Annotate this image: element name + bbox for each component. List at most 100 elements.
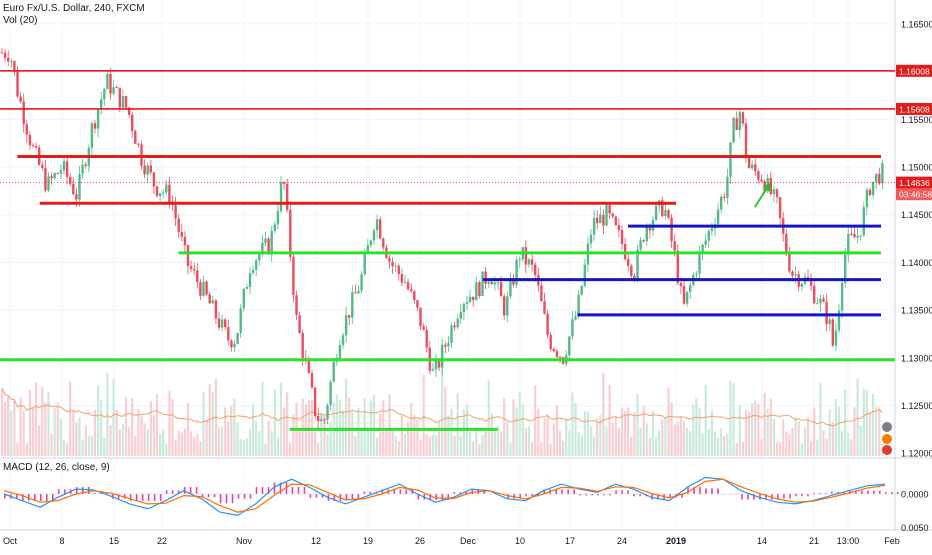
volume-bar <box>310 399 314 456</box>
macd-histogram-bar <box>765 494 767 500</box>
x-tick-label: 12 <box>311 536 321 546</box>
candle-body <box>47 176 50 191</box>
candle-body <box>785 233 788 255</box>
volume-bar <box>416 420 419 456</box>
candle-body <box>648 225 652 231</box>
candle-body <box>248 273 252 288</box>
macd-histogram-bar <box>33 494 36 501</box>
y-tick-label: 1.12000 <box>901 449 932 459</box>
vol-label: Vol (20) <box>3 15 38 26</box>
volume-bar <box>580 435 583 456</box>
candle-body <box>199 282 202 296</box>
macd-histogram-bar <box>579 494 581 496</box>
candle-body <box>403 282 407 284</box>
candle-body <box>124 96 128 108</box>
candle-body <box>208 294 211 304</box>
volume-bar <box>620 407 624 456</box>
macd-histogram-bar <box>309 494 312 498</box>
volume-bar <box>376 437 379 456</box>
candle-body <box>53 173 56 179</box>
volume-bar <box>859 425 862 456</box>
volume-bar <box>28 389 31 456</box>
candle-body <box>608 204 611 214</box>
candle-body <box>856 235 859 238</box>
candle-body <box>813 285 816 304</box>
volume-bar <box>639 427 642 456</box>
macd-histogram-bar <box>219 494 222 504</box>
volume-bar <box>599 415 602 456</box>
macd-histogram-bar <box>896 492 899 494</box>
candle-body <box>155 186 159 196</box>
candle-body <box>509 280 512 297</box>
volume-bar <box>72 409 75 456</box>
candle-body <box>323 419 326 421</box>
volume-bar <box>211 391 214 456</box>
volume-bar <box>205 419 208 456</box>
candle-body <box>472 296 475 301</box>
macd-legend: MACD (12, 26, close, 9) <box>3 462 110 474</box>
volume-bar <box>25 443 28 456</box>
macd-histogram-bar <box>135 494 138 501</box>
candle-body <box>816 303 819 305</box>
price-tag-box <box>896 188 932 201</box>
macd-histogram-bar <box>429 494 432 500</box>
candle-body <box>865 189 869 208</box>
volume-bar <box>775 442 779 456</box>
volume-bar <box>227 421 230 456</box>
candle-body <box>3 52 7 58</box>
candle-body <box>416 300 419 308</box>
volume-bar <box>422 374 425 456</box>
macd-histogram-bar <box>351 494 354 500</box>
candle-body <box>791 271 794 276</box>
macd-zero-label: 0.0000 <box>901 490 929 500</box>
volume-bar <box>456 392 459 456</box>
candle-body <box>496 282 500 284</box>
volume-bar <box>394 435 397 456</box>
volume-bar <box>279 382 283 456</box>
volume-bar <box>816 439 819 456</box>
drawn-lines[interactable] <box>0 69 895 431</box>
macd-histogram-bar <box>567 489 569 494</box>
volume-bar <box>627 407 630 456</box>
volume-bar <box>459 435 462 456</box>
candle-body <box>543 301 546 314</box>
candle-body <box>794 274 797 276</box>
candle-body <box>611 213 614 217</box>
price-tag-label: 1.15608 <box>899 104 930 114</box>
volume-bar <box>689 431 692 456</box>
macd-histogram-bar <box>21 494 24 501</box>
candle-body <box>447 342 450 347</box>
volume-bar <box>180 432 183 456</box>
volume-bar <box>614 417 617 456</box>
macd-histogram-bar <box>129 494 132 501</box>
macd-histogram-bar <box>693 487 695 494</box>
macd-histogram-bar <box>189 487 192 494</box>
macd-histogram-bar <box>639 494 641 497</box>
volume-bar <box>286 392 289 456</box>
candle-body <box>10 61 13 63</box>
macd-histogram-bar <box>45 494 48 501</box>
volume-bar <box>137 408 140 456</box>
volume-bar <box>562 440 565 456</box>
candle-body <box>465 302 469 305</box>
candle-body <box>131 114 134 131</box>
candle-body <box>118 87 121 108</box>
candle-body <box>503 296 506 316</box>
macd-histogram-bar <box>345 494 348 500</box>
y-tick-label: 1.12500 <box>901 401 932 411</box>
candle-body <box>251 269 255 274</box>
volume-bar <box>16 442 19 456</box>
candle-body <box>375 219 379 231</box>
event-flag-icon <box>882 422 892 432</box>
price-tag-label: 1.16008 <box>899 66 930 76</box>
volume-bar <box>320 413 323 456</box>
main-pane-bg <box>0 0 895 458</box>
macd-histogram-bar <box>117 494 120 499</box>
volume-bar <box>168 391 171 456</box>
volume-bar <box>38 425 41 456</box>
macd-histogram-bar <box>261 487 264 494</box>
volume-bar <box>707 428 710 456</box>
candle-body <box>34 146 38 148</box>
